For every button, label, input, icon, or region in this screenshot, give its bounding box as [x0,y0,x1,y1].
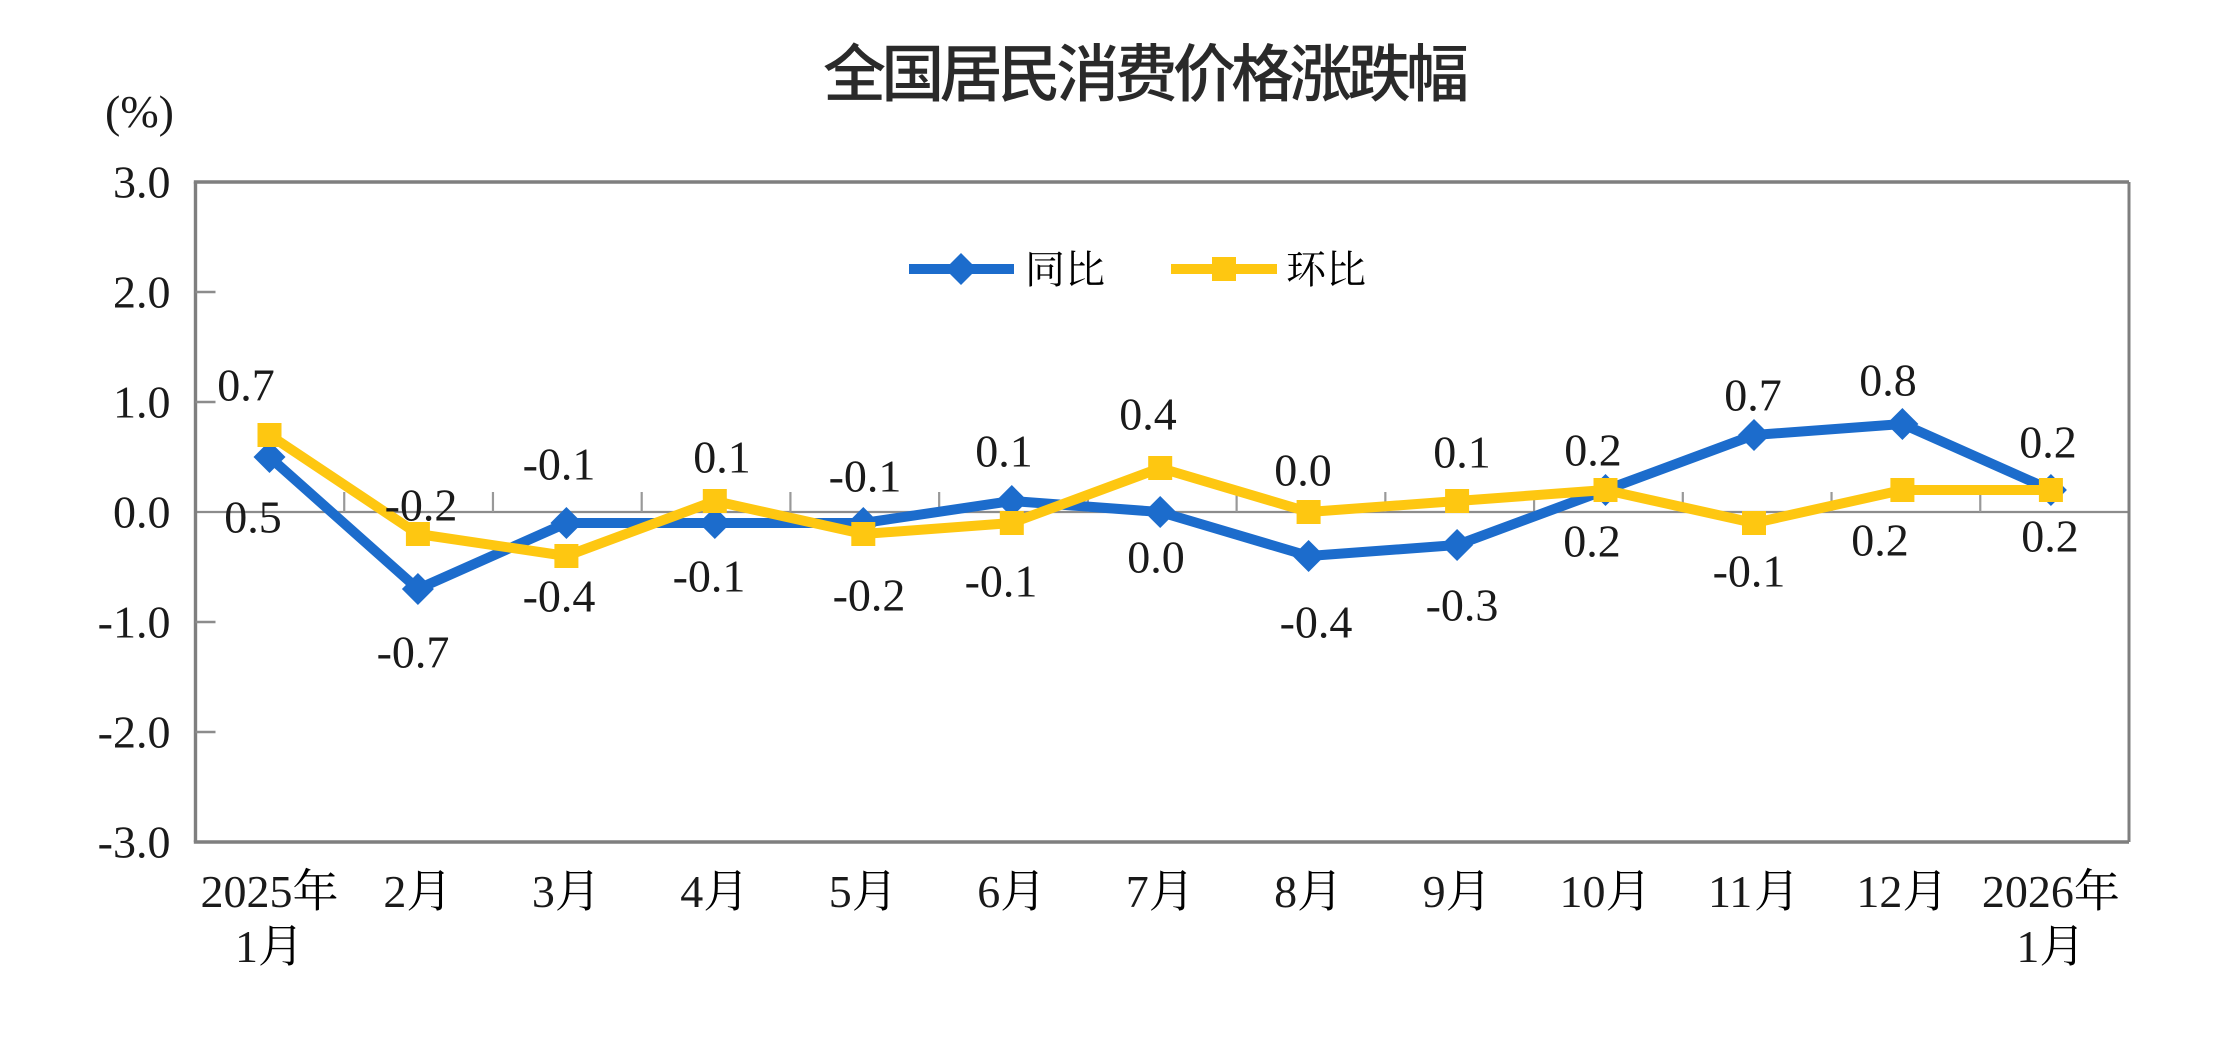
svg-text:0.7: 0.7 [1724,369,1782,420]
svg-text:-0.1: -0.1 [523,438,596,489]
svg-text:-0.2: -0.2 [385,479,458,530]
svg-text:0.8: 0.8 [1859,354,1917,405]
svg-text:0.0: 0.0 [113,486,171,537]
svg-text:0.1: 0.1 [693,431,751,482]
svg-text:-2.0: -2.0 [98,706,171,757]
svg-text:12: 12 [1856,866,1902,917]
svg-text:0.5: 0.5 [224,491,282,542]
svg-text:2025: 2025 [201,866,293,917]
svg-text:0.0: 0.0 [1127,531,1185,582]
svg-text:2: 2 [383,866,406,917]
svg-text:0.2: 0.2 [1851,514,1909,565]
svg-text:(%): (%) [105,86,174,137]
svg-text:-0.7: -0.7 [377,626,450,677]
svg-text:0.2: 0.2 [2021,510,2079,561]
svg-text:-0.3: -0.3 [1426,579,1499,630]
svg-text:1: 1 [2016,921,2039,972]
svg-text:-0.4: -0.4 [1280,596,1353,647]
svg-text:0.2: 0.2 [1564,424,1622,475]
svg-text:6: 6 [977,866,1000,917]
svg-text:0.4: 0.4 [1119,388,1177,439]
svg-text:1: 1 [235,921,258,972]
svg-text:0.1: 0.1 [1433,426,1491,477]
svg-text:10: 10 [1560,866,1606,917]
svg-text:3: 3 [532,866,555,917]
svg-text:4: 4 [680,866,703,917]
svg-text:1.0: 1.0 [113,376,171,427]
svg-text:7: 7 [1126,866,1149,917]
svg-text:5: 5 [829,866,852,917]
svg-text:9: 9 [1423,866,1446,917]
svg-text:-0.1: -0.1 [1713,545,1786,596]
svg-text:0.2: 0.2 [1563,515,1621,566]
svg-text:-0.1: -0.1 [965,555,1038,606]
svg-text:0.7: 0.7 [217,359,275,410]
svg-text:-0.1: -0.1 [829,450,902,501]
svg-text:0.0: 0.0 [1274,444,1332,495]
svg-text:0.2: 0.2 [2019,416,2077,467]
svg-text:2026: 2026 [1982,866,2074,917]
svg-text:-1.0: -1.0 [98,596,171,647]
svg-text:-0.2: -0.2 [833,569,906,620]
svg-text:0.1: 0.1 [975,425,1033,476]
svg-text:11: 11 [1708,866,1752,917]
svg-text:2.0: 2.0 [113,266,171,317]
svg-text:-3.0: -3.0 [98,816,171,867]
svg-text:3.0: 3.0 [113,156,171,207]
svg-text:-0.1: -0.1 [673,550,746,601]
svg-text:-0.4: -0.4 [523,570,596,621]
svg-text:8: 8 [1274,866,1297,917]
